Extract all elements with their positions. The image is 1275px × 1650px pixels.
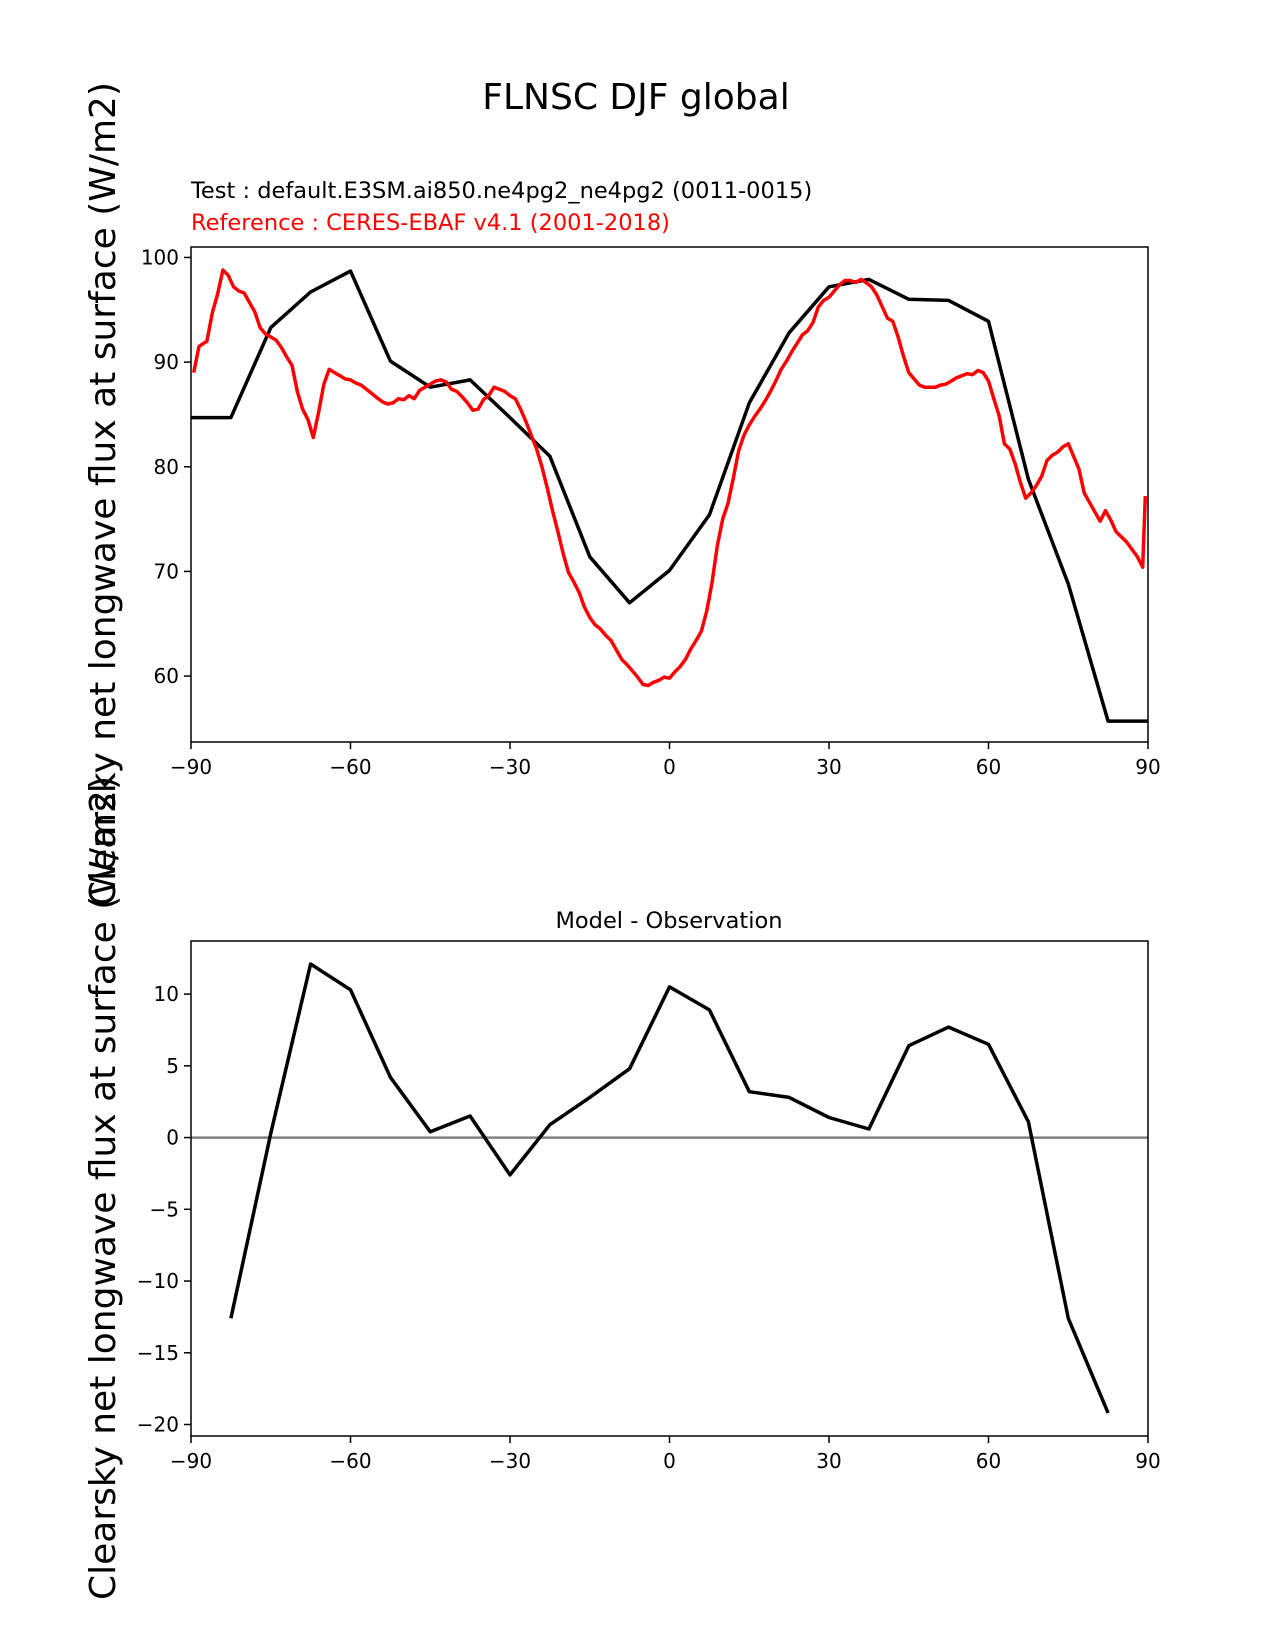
bottom-axes-frame	[190, 940, 1149, 1437]
bottom-y-tick-label: 0	[166, 1126, 179, 1150]
top-chart: −90 −60 −30 0 30 60 90 60 70 80 90 100	[141, 245, 1161, 779]
top-x-tick-label: −30	[489, 755, 531, 779]
bottom-x-tick-label: 60	[976, 1449, 1001, 1473]
top-y-tick-label: 70	[154, 559, 179, 583]
figure-title: FLNSC DJF global	[482, 77, 789, 118]
bottom-x-tick-label: −90	[170, 1449, 212, 1473]
bottom-y-tick-label: 5	[166, 1054, 179, 1078]
bottom-chart: Model - Observation −90 −60 −30 0 30 60 90 −20…	[137, 908, 1161, 1473]
top-x-tick-label: 90	[1135, 755, 1160, 779]
top-y-tick-label: 60	[154, 664, 179, 688]
bottom-x-tick-label: −30	[489, 1449, 531, 1473]
bottom-x-tick-label: −60	[329, 1449, 371, 1473]
bottom-y-tick-label: 10	[154, 982, 179, 1006]
reference-label: Reference : CERES-EBAF v4.1 (2001-2018)	[191, 210, 670, 236]
bottom-y-axis-label: Clearsky net longwave flux at surface (W…	[83, 776, 124, 1600]
top-y-axis-label: Clearsky net longwave flux at surface (W…	[83, 82, 124, 906]
top-y-tick-label: 90	[154, 350, 179, 374]
top-axes-frame	[190, 246, 1149, 743]
top-y-tick-label: 80	[154, 455, 179, 479]
bottom-y-tick-label: −5	[150, 1197, 179, 1221]
top-x-tick-label: 30	[816, 755, 841, 779]
bottom-y-tick-label: −10	[137, 1269, 179, 1293]
top-x-tick-label: 60	[976, 755, 1001, 779]
bottom-y-tick-label: −20	[137, 1413, 179, 1437]
top-y-tick-label: 100	[141, 245, 179, 269]
top-series-reference-line	[191, 268, 1148, 688]
top-series-test-line	[191, 269, 1148, 723]
test-label: Test : default.E3SM.ai850.ne4pg2_ne4pg2 …	[190, 178, 812, 204]
bottom-chart-title: Model - Observation	[556, 908, 783, 934]
top-x-tick-label: 0	[663, 755, 676, 779]
bottom-x-tick-label: 90	[1135, 1449, 1160, 1473]
bottom-series-model-observation-line	[229, 962, 1110, 1414]
bottom-y-tick-label: −15	[137, 1341, 179, 1365]
bottom-x-tick-label: 0	[663, 1449, 676, 1473]
bottom-x-tick-label: 30	[816, 1449, 841, 1473]
top-x-tick-label: −90	[170, 755, 212, 779]
top-x-tick-label: −60	[329, 755, 371, 779]
